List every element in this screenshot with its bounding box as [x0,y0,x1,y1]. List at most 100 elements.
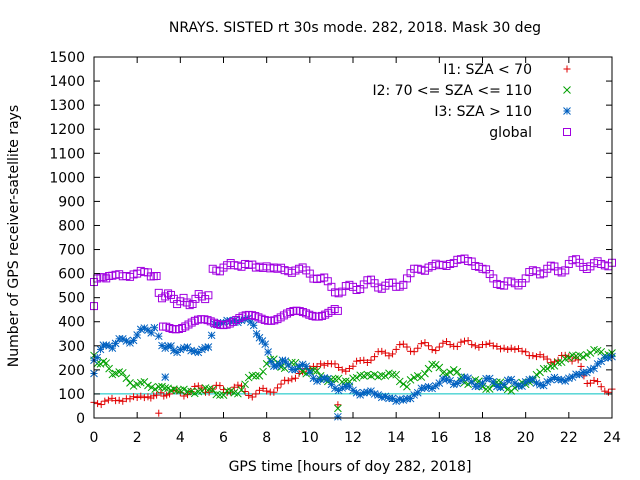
data-point [453,343,461,351]
y-tick-label: 100 [58,387,85,403]
data-point [216,382,224,390]
data-point [249,321,258,330]
data-point [457,338,465,346]
data-point [554,375,562,384]
data-point [115,334,124,343]
data-point [173,386,181,395]
data-point [449,366,458,374]
x-tick-label: 22 [560,430,578,446]
data-point [205,388,213,396]
data-point [511,345,519,353]
data-point [115,396,123,404]
data-point [392,345,400,353]
y-tick-label: 800 [58,218,85,234]
data-point [457,373,465,381]
chart-title: NRAYS. SISTED rt 30s mode. 282, 2018. Ma… [169,20,541,36]
data-point [352,373,361,382]
y-tick-label: 700 [58,243,85,259]
data-point [252,329,261,338]
data-point [281,357,290,366]
data-point [385,352,393,360]
x-tick-label: 24 [603,430,621,446]
data-point [102,359,111,367]
data-point [410,391,419,399]
data-point [263,387,271,395]
y-tick-label: 200 [58,363,85,379]
data-point [425,342,433,350]
data-point [137,392,145,400]
data-point [467,378,476,386]
data-point [539,364,548,373]
data-point [363,359,371,367]
data-point [349,362,357,370]
data-point [529,352,537,360]
data-point [359,388,368,397]
data-point [446,341,454,349]
data-point [157,389,165,397]
data-point [478,379,487,387]
data-point [259,367,267,376]
y-tick-label: 1000 [49,170,85,186]
data-point [381,349,389,357]
data-point [475,343,483,351]
data-point [204,343,213,351]
data-point [388,394,397,403]
data-point [564,353,573,362]
data-point [345,365,353,373]
data-point [183,387,192,396]
data-point [381,372,390,380]
data-markers [90,254,616,421]
data-point [144,393,152,401]
data-point [536,351,544,359]
data-point [313,362,321,370]
data-point [367,356,375,364]
series-4 [90,254,616,334]
data-point [593,360,602,368]
data-point [333,306,342,315]
data-point [360,356,368,364]
data-point [147,383,156,392]
data-point [187,387,195,396]
data-point [223,386,231,395]
legend-item-4: global [489,125,571,141]
y-tick-label: 1400 [49,74,85,90]
data-point [150,392,158,400]
legend-marker [563,86,571,94]
legend-marker [563,128,571,136]
data-point [277,380,285,388]
data-point [532,370,541,379]
data-point [99,273,108,282]
data-point [160,392,168,400]
data-point [161,384,170,392]
data-point [108,344,117,352]
data-point [428,346,436,354]
data-point [568,373,577,381]
data-point [586,379,594,387]
data-point [284,377,292,385]
legend-label: global [489,125,532,141]
data-point [334,404,342,413]
data-point [118,368,127,377]
data-point [104,396,112,404]
data-point [154,332,163,341]
data-point [493,342,501,350]
y-tick-label: 300 [58,339,85,355]
data-point [204,291,213,300]
x-tick-label: 2 [133,430,142,446]
data-point [267,357,275,366]
x-tick-labels: 0 2 4 6 8 10 12 14 16 18 20 22 24 [90,430,621,446]
data-point [119,397,127,405]
data-point [399,380,408,388]
data-point [453,367,462,376]
data-point [230,383,238,391]
data-point [464,337,472,345]
data-point [406,376,415,384]
data-point [546,362,555,371]
data-point [389,350,397,358]
data-point [97,401,105,409]
x-tick-label: 18 [474,430,492,446]
data-point [140,394,148,402]
data-point [264,348,272,356]
data-point [378,347,386,355]
